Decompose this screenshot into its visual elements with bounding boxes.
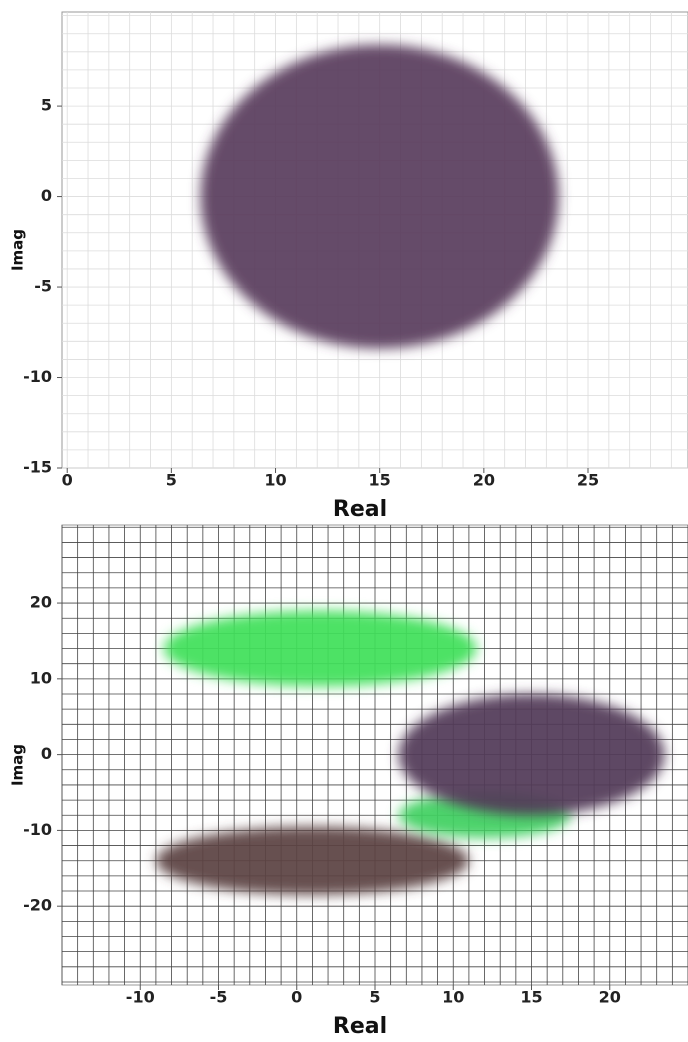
x-tick-label: -5 xyxy=(210,988,228,1007)
y-tick-label: -15 xyxy=(23,458,52,477)
y-tick-label: -10 xyxy=(23,820,52,839)
point-cloud xyxy=(156,827,469,895)
x-tick-label: 15 xyxy=(520,988,542,1007)
x-tick-label: 10 xyxy=(442,988,464,1007)
point-cloud xyxy=(201,45,559,349)
y-tick-label: -10 xyxy=(23,367,52,386)
x-tick-label: 5 xyxy=(166,471,177,490)
y-tick-label: -20 xyxy=(23,896,52,915)
x-tick-label: 10 xyxy=(264,471,286,490)
plot: -10 -5 0 5 10 15 20 -20 -10 0 10 20 Real Imag xyxy=(9,525,688,1037)
x-tick-label: 20 xyxy=(473,471,495,490)
y-tick-label: 10 xyxy=(30,668,52,687)
x-tick-label: 5 xyxy=(369,988,380,1007)
y-tick-label: 20 xyxy=(30,593,52,612)
x-tick-label: 15 xyxy=(369,471,391,490)
point-cloud xyxy=(398,694,664,815)
point-cloud xyxy=(164,611,477,687)
x-tick-label: 0 xyxy=(62,471,73,490)
y-tick-label: 5 xyxy=(41,96,52,115)
y-tick-label: 0 xyxy=(41,186,52,205)
x-tick-label: 20 xyxy=(599,988,621,1007)
x-tick-label: -10 xyxy=(126,988,155,1007)
x-tick-label: 0 xyxy=(291,988,302,1007)
x-axis-label: Real xyxy=(333,497,387,522)
plot: 0 5 10 15 20 25 -15 -10 -5 0 5 Real Imag xyxy=(9,12,688,522)
x-tick-label: 25 xyxy=(577,471,599,490)
y-tick-label: 0 xyxy=(41,744,52,763)
clusters xyxy=(201,45,559,349)
y-axis-label: Imag xyxy=(9,744,27,786)
y-tick-label: -5 xyxy=(34,277,52,296)
y-axis-label: Imag xyxy=(9,229,27,271)
x-axis-label: Real xyxy=(333,1014,387,1037)
